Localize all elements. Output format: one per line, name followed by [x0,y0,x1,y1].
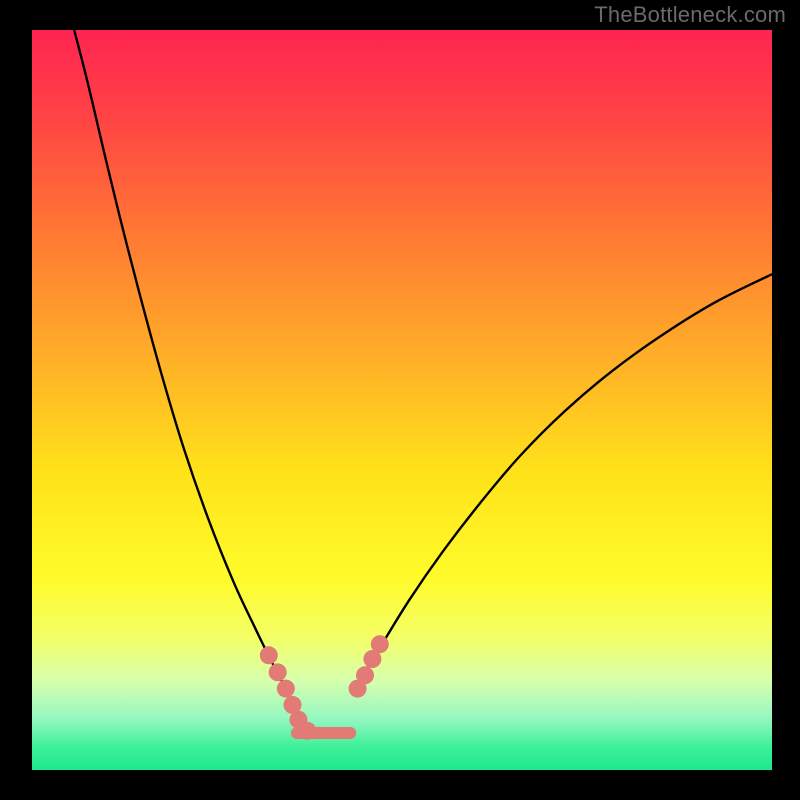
valley-marker-dot [356,666,374,684]
valley-marker-dot [260,646,278,664]
watermark-text: TheBottleneck.com [594,2,786,28]
valley-marker-dot [277,680,295,698]
plot-background [32,30,772,770]
valley-marker-dot [371,635,389,653]
bottleneck-chart [0,0,800,800]
valley-marker-dot [269,663,287,681]
valley-marker-dot [298,722,316,740]
